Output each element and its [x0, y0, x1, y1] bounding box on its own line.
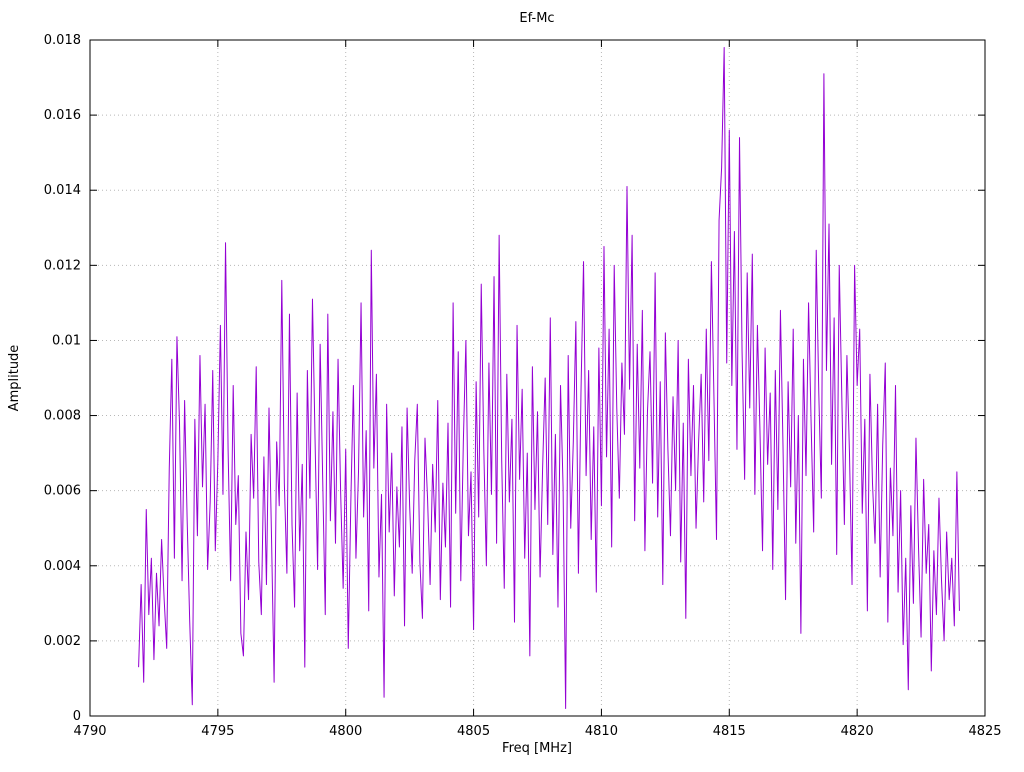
- y-tick-label: 0.002: [44, 634, 81, 649]
- x-tick-label: 4805: [457, 724, 490, 739]
- plot-border: [89, 39, 986, 717]
- chart-title: Ef-Mc: [519, 11, 554, 26]
- signal-trace: [138, 47, 960, 709]
- y-tick-label: 0.012: [44, 258, 81, 273]
- x-tick-label: 4815: [713, 724, 746, 739]
- tick-labels: 4790 4795 4800 4805 4810 4815 4820 4825 0 0.002 0.…: [44, 33, 1002, 739]
- signal-polyline: [138, 47, 960, 709]
- y-tick-label: 0.01: [52, 333, 81, 348]
- y-tick-label: 0.004: [44, 559, 81, 574]
- x-tick-label: 4825: [968, 724, 1001, 739]
- y-axis-label: Amplitude: [7, 345, 22, 412]
- x-axis-label: Freq [MHz]: [502, 741, 572, 756]
- y-tick-label: 0.006: [44, 484, 81, 499]
- x-tick-label: 4795: [201, 724, 234, 739]
- x-tick-label: 4790: [73, 724, 106, 739]
- x-tick-label: 4800: [329, 724, 362, 739]
- y-tick-label: 0.018: [44, 33, 81, 48]
- y-tick-label: 0.014: [44, 183, 81, 198]
- x-tick-label: 4810: [585, 724, 618, 739]
- y-tick-label: 0.008: [44, 409, 81, 424]
- y-tick-label: 0.016: [44, 108, 81, 123]
- x-tick-label: 4820: [841, 724, 874, 739]
- y-tick-label: 0: [73, 709, 81, 724]
